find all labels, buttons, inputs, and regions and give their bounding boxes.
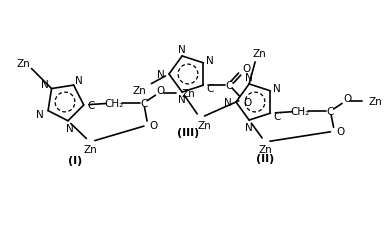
Text: Zn: Zn — [258, 144, 272, 154]
Text: N: N — [245, 73, 253, 83]
Text: Zn: Zn — [252, 49, 266, 59]
Text: N: N — [178, 95, 186, 105]
Text: Zn: Zn — [132, 86, 146, 96]
Text: CH₂: CH₂ — [291, 107, 310, 117]
Text: C: C — [207, 84, 214, 94]
Text: Zn: Zn — [17, 58, 31, 68]
Text: C: C — [87, 100, 94, 110]
Text: N: N — [36, 109, 44, 119]
Text: Zn: Zn — [83, 144, 97, 154]
Text: CH₂: CH₂ — [104, 98, 123, 108]
Text: C: C — [274, 112, 281, 122]
Text: O: O — [343, 94, 352, 104]
Text: N: N — [178, 45, 186, 55]
Text: O: O — [242, 64, 250, 74]
Text: N: N — [224, 98, 232, 108]
Text: (II): (II) — [256, 154, 274, 163]
Text: N: N — [274, 84, 281, 94]
Text: (III): (III) — [177, 128, 199, 138]
Text: N: N — [75, 76, 82, 86]
Text: Zn: Zn — [197, 120, 211, 130]
Text: O: O — [243, 98, 252, 108]
Text: C: C — [327, 107, 334, 117]
Text: O: O — [150, 120, 158, 130]
Text: N: N — [41, 79, 49, 89]
Text: C: C — [140, 98, 147, 108]
Text: C: C — [226, 81, 233, 91]
Text: N: N — [157, 70, 165, 80]
Text: (I): (I) — [68, 156, 82, 165]
Text: N: N — [245, 122, 253, 132]
Text: O: O — [336, 127, 345, 136]
Text: N: N — [66, 123, 74, 133]
Text: N: N — [207, 56, 214, 66]
Text: Zn: Zn — [368, 97, 382, 107]
Text: O: O — [157, 86, 165, 96]
Text: Zn: Zn — [182, 88, 196, 99]
